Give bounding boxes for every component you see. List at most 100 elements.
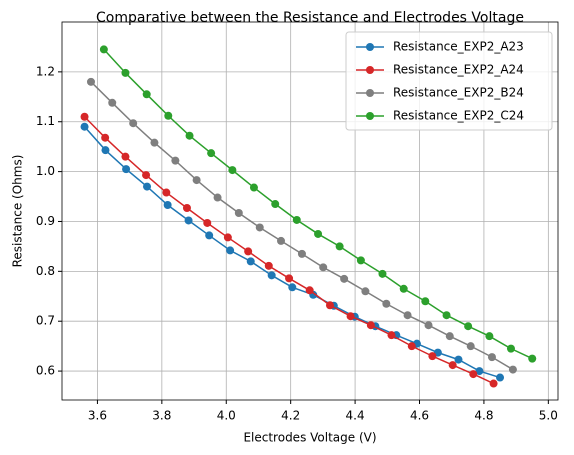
x-tick-label: 4.2 (281, 409, 300, 423)
data-point (407, 342, 416, 351)
data-point (142, 90, 151, 99)
data-point (464, 322, 473, 331)
data-point (387, 331, 396, 340)
data-point (421, 297, 430, 306)
data-point (101, 146, 110, 155)
data-point (122, 165, 131, 174)
data-point (121, 152, 130, 161)
y-tick-label: 0.8 (36, 264, 55, 278)
data-point (292, 215, 301, 224)
data-point (454, 355, 463, 364)
data-point (101, 133, 110, 142)
plot-frame (61, 21, 559, 401)
x-tick-label: 4.0 (217, 409, 236, 423)
data-point (163, 201, 172, 210)
data-point (150, 138, 159, 147)
x-axis-label: Electrodes Voltage (V) (243, 431, 376, 445)
x-tick-label: 5.0 (539, 409, 558, 423)
legend-label: Resistance_EXP2_C24 (393, 109, 524, 123)
data-point (508, 365, 517, 374)
y-tick-label: 1.0 (36, 164, 55, 178)
data-point (285, 274, 294, 283)
legend-label: Resistance_EXP2_B24 (393, 86, 524, 100)
legend-marker (366, 89, 374, 97)
y-tick-label: 0.7 (36, 314, 55, 328)
data-point (264, 261, 273, 270)
data-point (80, 122, 89, 131)
data-point (182, 204, 191, 213)
data-point (228, 166, 237, 175)
legend-marker (366, 43, 374, 51)
data-point (346, 312, 355, 321)
data-point (382, 299, 391, 308)
data-point (305, 286, 314, 295)
data-point (143, 182, 152, 191)
data-point (255, 223, 264, 232)
data-point (271, 200, 280, 209)
data-point (129, 119, 138, 128)
legend-box (345, 31, 553, 131)
data-point (399, 284, 408, 293)
data-point (249, 183, 258, 192)
x-tick-label: 4.4 (346, 409, 365, 423)
data-point (485, 332, 494, 341)
data-point (277, 236, 286, 245)
data-point (314, 229, 323, 238)
data-point (267, 271, 276, 280)
data-point (205, 231, 214, 240)
data-point (340, 274, 349, 283)
data-point (442, 311, 451, 320)
data-point (244, 247, 253, 256)
data-point (489, 379, 498, 388)
data-point (297, 249, 306, 258)
y-tick-label: 0.9 (36, 214, 55, 228)
chart-title: Comparative between the Resistance and E… (96, 10, 524, 26)
data-point (448, 361, 457, 370)
data-point (184, 216, 193, 225)
legend-label: Resistance_EXP2_A23 (393, 40, 524, 54)
data-point (356, 256, 365, 265)
data-point (288, 283, 297, 292)
data-point (226, 246, 235, 255)
series-line (84, 116, 494, 385)
y-tick-label: 1.2 (36, 64, 55, 78)
data-point (223, 233, 232, 242)
data-point (246, 257, 255, 266)
data-point (185, 131, 194, 140)
data-point (121, 68, 130, 77)
legend-marker (366, 66, 374, 74)
data-point (361, 287, 370, 296)
data-point (171, 156, 180, 165)
series-line (83, 126, 501, 379)
data-point (162, 188, 171, 197)
data-point (192, 176, 201, 185)
data-point (506, 344, 515, 353)
data-point (469, 370, 478, 379)
data-point (108, 98, 117, 107)
data-point (528, 354, 537, 363)
x-tick-label: 3.8 (152, 409, 171, 423)
x-tick-label: 3.6 (88, 409, 107, 423)
data-point (319, 263, 328, 272)
y-axis-label: Resistance (Ohms) (11, 155, 25, 268)
data-point (207, 149, 216, 158)
data-point (428, 352, 437, 361)
data-point (142, 171, 151, 180)
y-tick-label: 0.6 (36, 364, 55, 378)
data-point (164, 111, 173, 120)
data-point (99, 45, 108, 54)
data-point (378, 269, 387, 278)
x-tick-label: 4.8 (474, 409, 493, 423)
data-point (424, 321, 433, 330)
legend-marker (366, 112, 374, 120)
x-tick-label: 4.6 (410, 409, 429, 423)
data-point (475, 367, 484, 376)
data-point (403, 311, 412, 320)
data-point (325, 301, 334, 310)
y-tick-label: 1.1 (36, 114, 55, 128)
data-point (203, 218, 212, 227)
data-point (86, 77, 95, 86)
data-point (234, 208, 243, 217)
data-point (335, 242, 344, 251)
